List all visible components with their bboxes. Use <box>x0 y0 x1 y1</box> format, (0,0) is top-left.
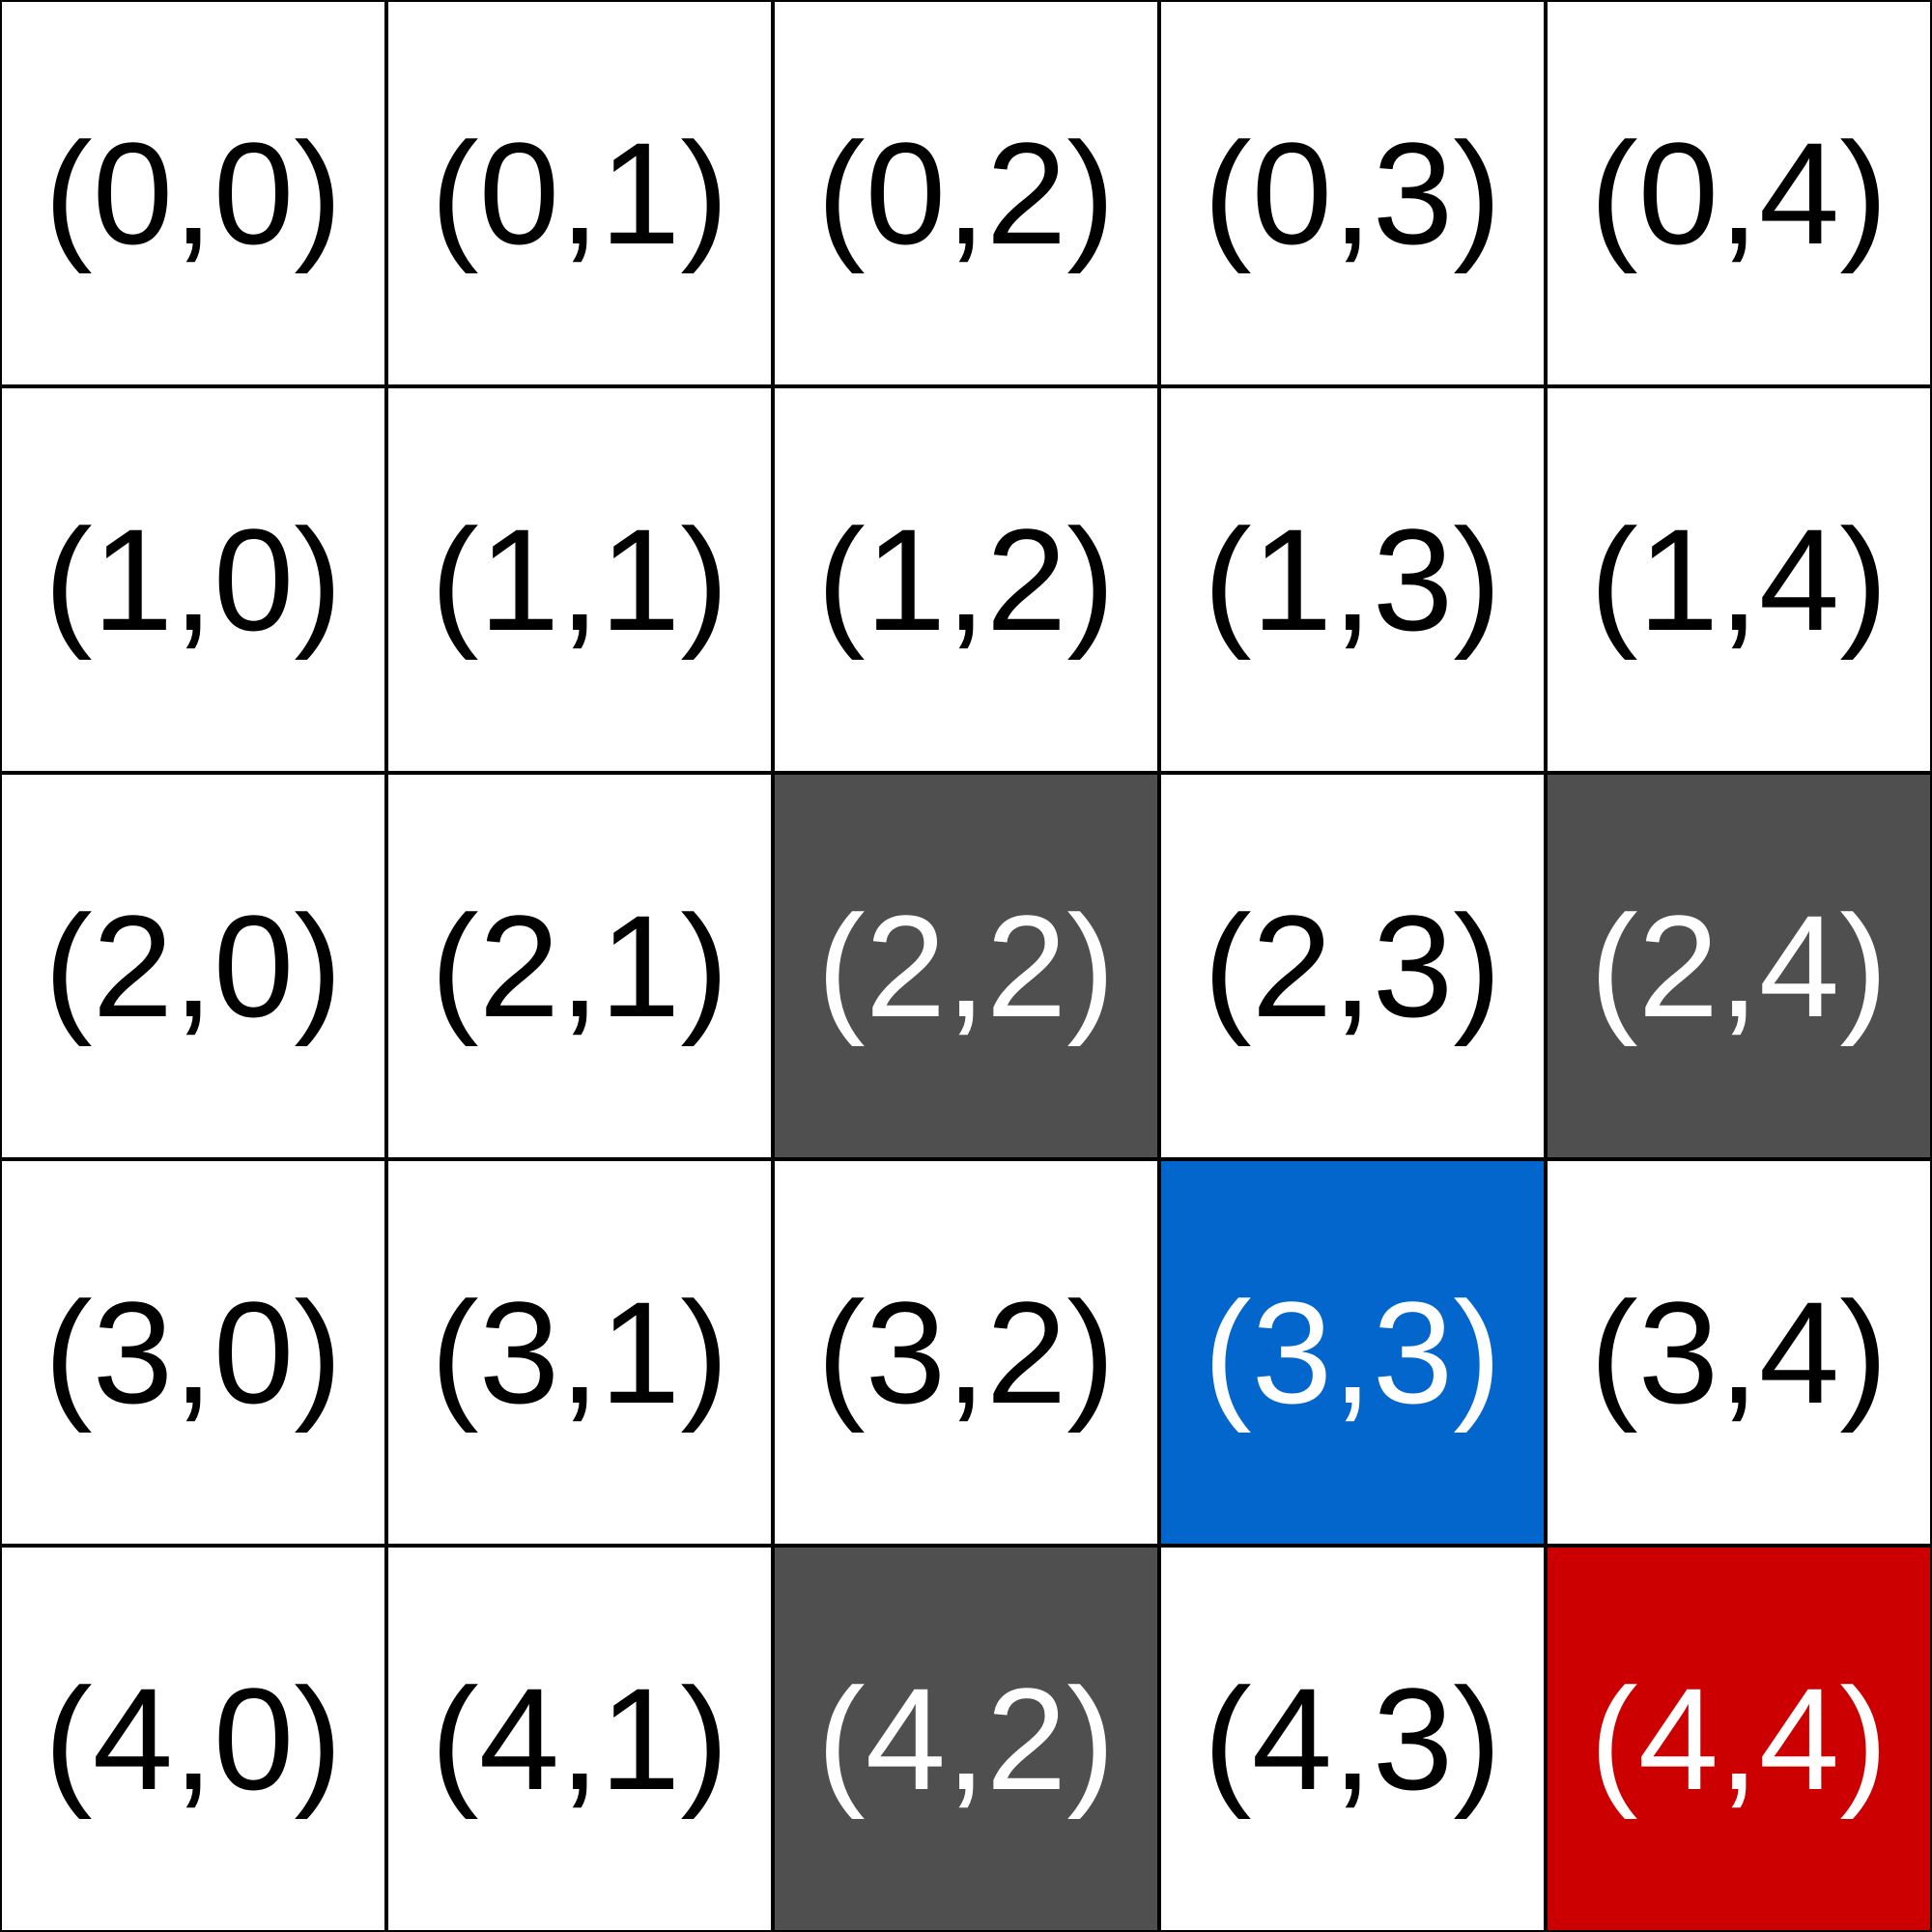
grid-cell-3-0[interactable]: (3,0) <box>2 1161 384 1544</box>
grid-cell-0-0[interactable]: (0,0) <box>2 2 384 384</box>
grid-cell-0-4[interactable]: (0,4) <box>1548 2 1930 384</box>
grid-cell-0-3[interactable]: (0,3) <box>1161 2 1544 384</box>
grid-cell-3-1[interactable]: (3,1) <box>388 1161 771 1544</box>
wall-cell-2-2[interactable]: (2,2) <box>775 775 1157 1157</box>
grid-cell-0-1[interactable]: (0,1) <box>388 2 771 384</box>
wall-cell-2-4[interactable]: (2,4) <box>1548 775 1930 1157</box>
goal-cell-4-4[interactable]: (4,4) <box>1548 1548 1930 1930</box>
grid-cell-0-2[interactable]: (0,2) <box>775 2 1157 384</box>
grid-cell-4-0[interactable]: (4,0) <box>2 1548 384 1930</box>
grid-cell-3-4[interactable]: (3,4) <box>1548 1161 1930 1544</box>
player-cell-3-3[interactable]: (3,3) <box>1161 1161 1544 1544</box>
grid-cell-4-1[interactable]: (4,1) <box>388 1548 771 1930</box>
grid-cell-1-0[interactable]: (1,0) <box>2 388 384 771</box>
grid-cell-2-1[interactable]: (2,1) <box>388 775 771 1157</box>
grid-cell-1-4[interactable]: (1,4) <box>1548 388 1930 771</box>
grid-cell-2-3[interactable]: (2,3) <box>1161 775 1544 1157</box>
grid-cell-1-1[interactable]: (1,1) <box>388 388 771 771</box>
grid-cell-4-3[interactable]: (4,3) <box>1161 1548 1544 1930</box>
grid-cell-1-2[interactable]: (1,2) <box>775 388 1157 771</box>
grid-cell-3-2[interactable]: (3,2) <box>775 1161 1157 1544</box>
grid-cell-1-3[interactable]: (1,3) <box>1161 388 1544 771</box>
wall-cell-4-2[interactable]: (4,2) <box>775 1548 1157 1930</box>
grid-cell-2-0[interactable]: (2,0) <box>2 775 384 1157</box>
